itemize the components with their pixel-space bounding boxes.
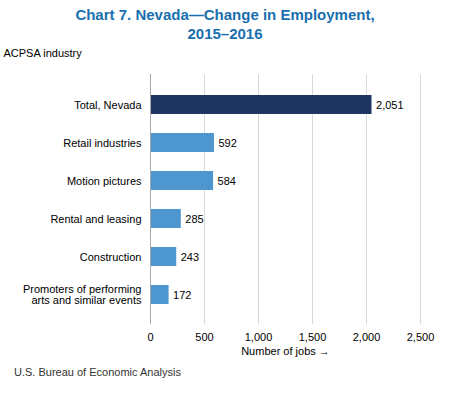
svg-text:500: 500 — [195, 331, 213, 343]
svg-text:285: 285 — [185, 212, 203, 224]
svg-text:Number of jobs →: Number of jobs → — [241, 344, 330, 356]
svg-text:2,500: 2,500 — [407, 331, 435, 343]
svg-text:Rental and leasing: Rental and leasing — [50, 212, 141, 224]
svg-text:2,051: 2,051 — [376, 98, 404, 110]
svg-text:592: 592 — [218, 136, 236, 148]
svg-text:2,000: 2,000 — [353, 331, 381, 343]
svg-text:ACPSA industry: ACPSA industry — [4, 47, 83, 59]
svg-text:1,000: 1,000 — [245, 331, 273, 343]
svg-text:Retail industries: Retail industries — [63, 136, 142, 148]
svg-text:584: 584 — [218, 174, 236, 186]
svg-text:Total, Nevada: Total, Nevada — [74, 98, 142, 110]
svg-text:243: 243 — [181, 250, 199, 262]
svg-text:0: 0 — [147, 331, 153, 343]
html-text:Chart 7. Nevada—Change in Empl: Chart 7. Nevada—Change in Employment, 20… — [75, 6, 375, 42]
svg-text:1,500: 1,500 — [299, 331, 327, 343]
svg-text:Motion pictures: Motion pictures — [67, 174, 142, 186]
svg-text:172: 172 — [173, 288, 191, 300]
svg-text:Promoters of performingarts an: Promoters of performingarts and similar … — [23, 283, 142, 306]
html-text:U.S. Bureau of Economic Analys: U.S. Bureau of Economic Analysis — [14, 365, 181, 378]
svg-text:Construction: Construction — [80, 250, 142, 262]
